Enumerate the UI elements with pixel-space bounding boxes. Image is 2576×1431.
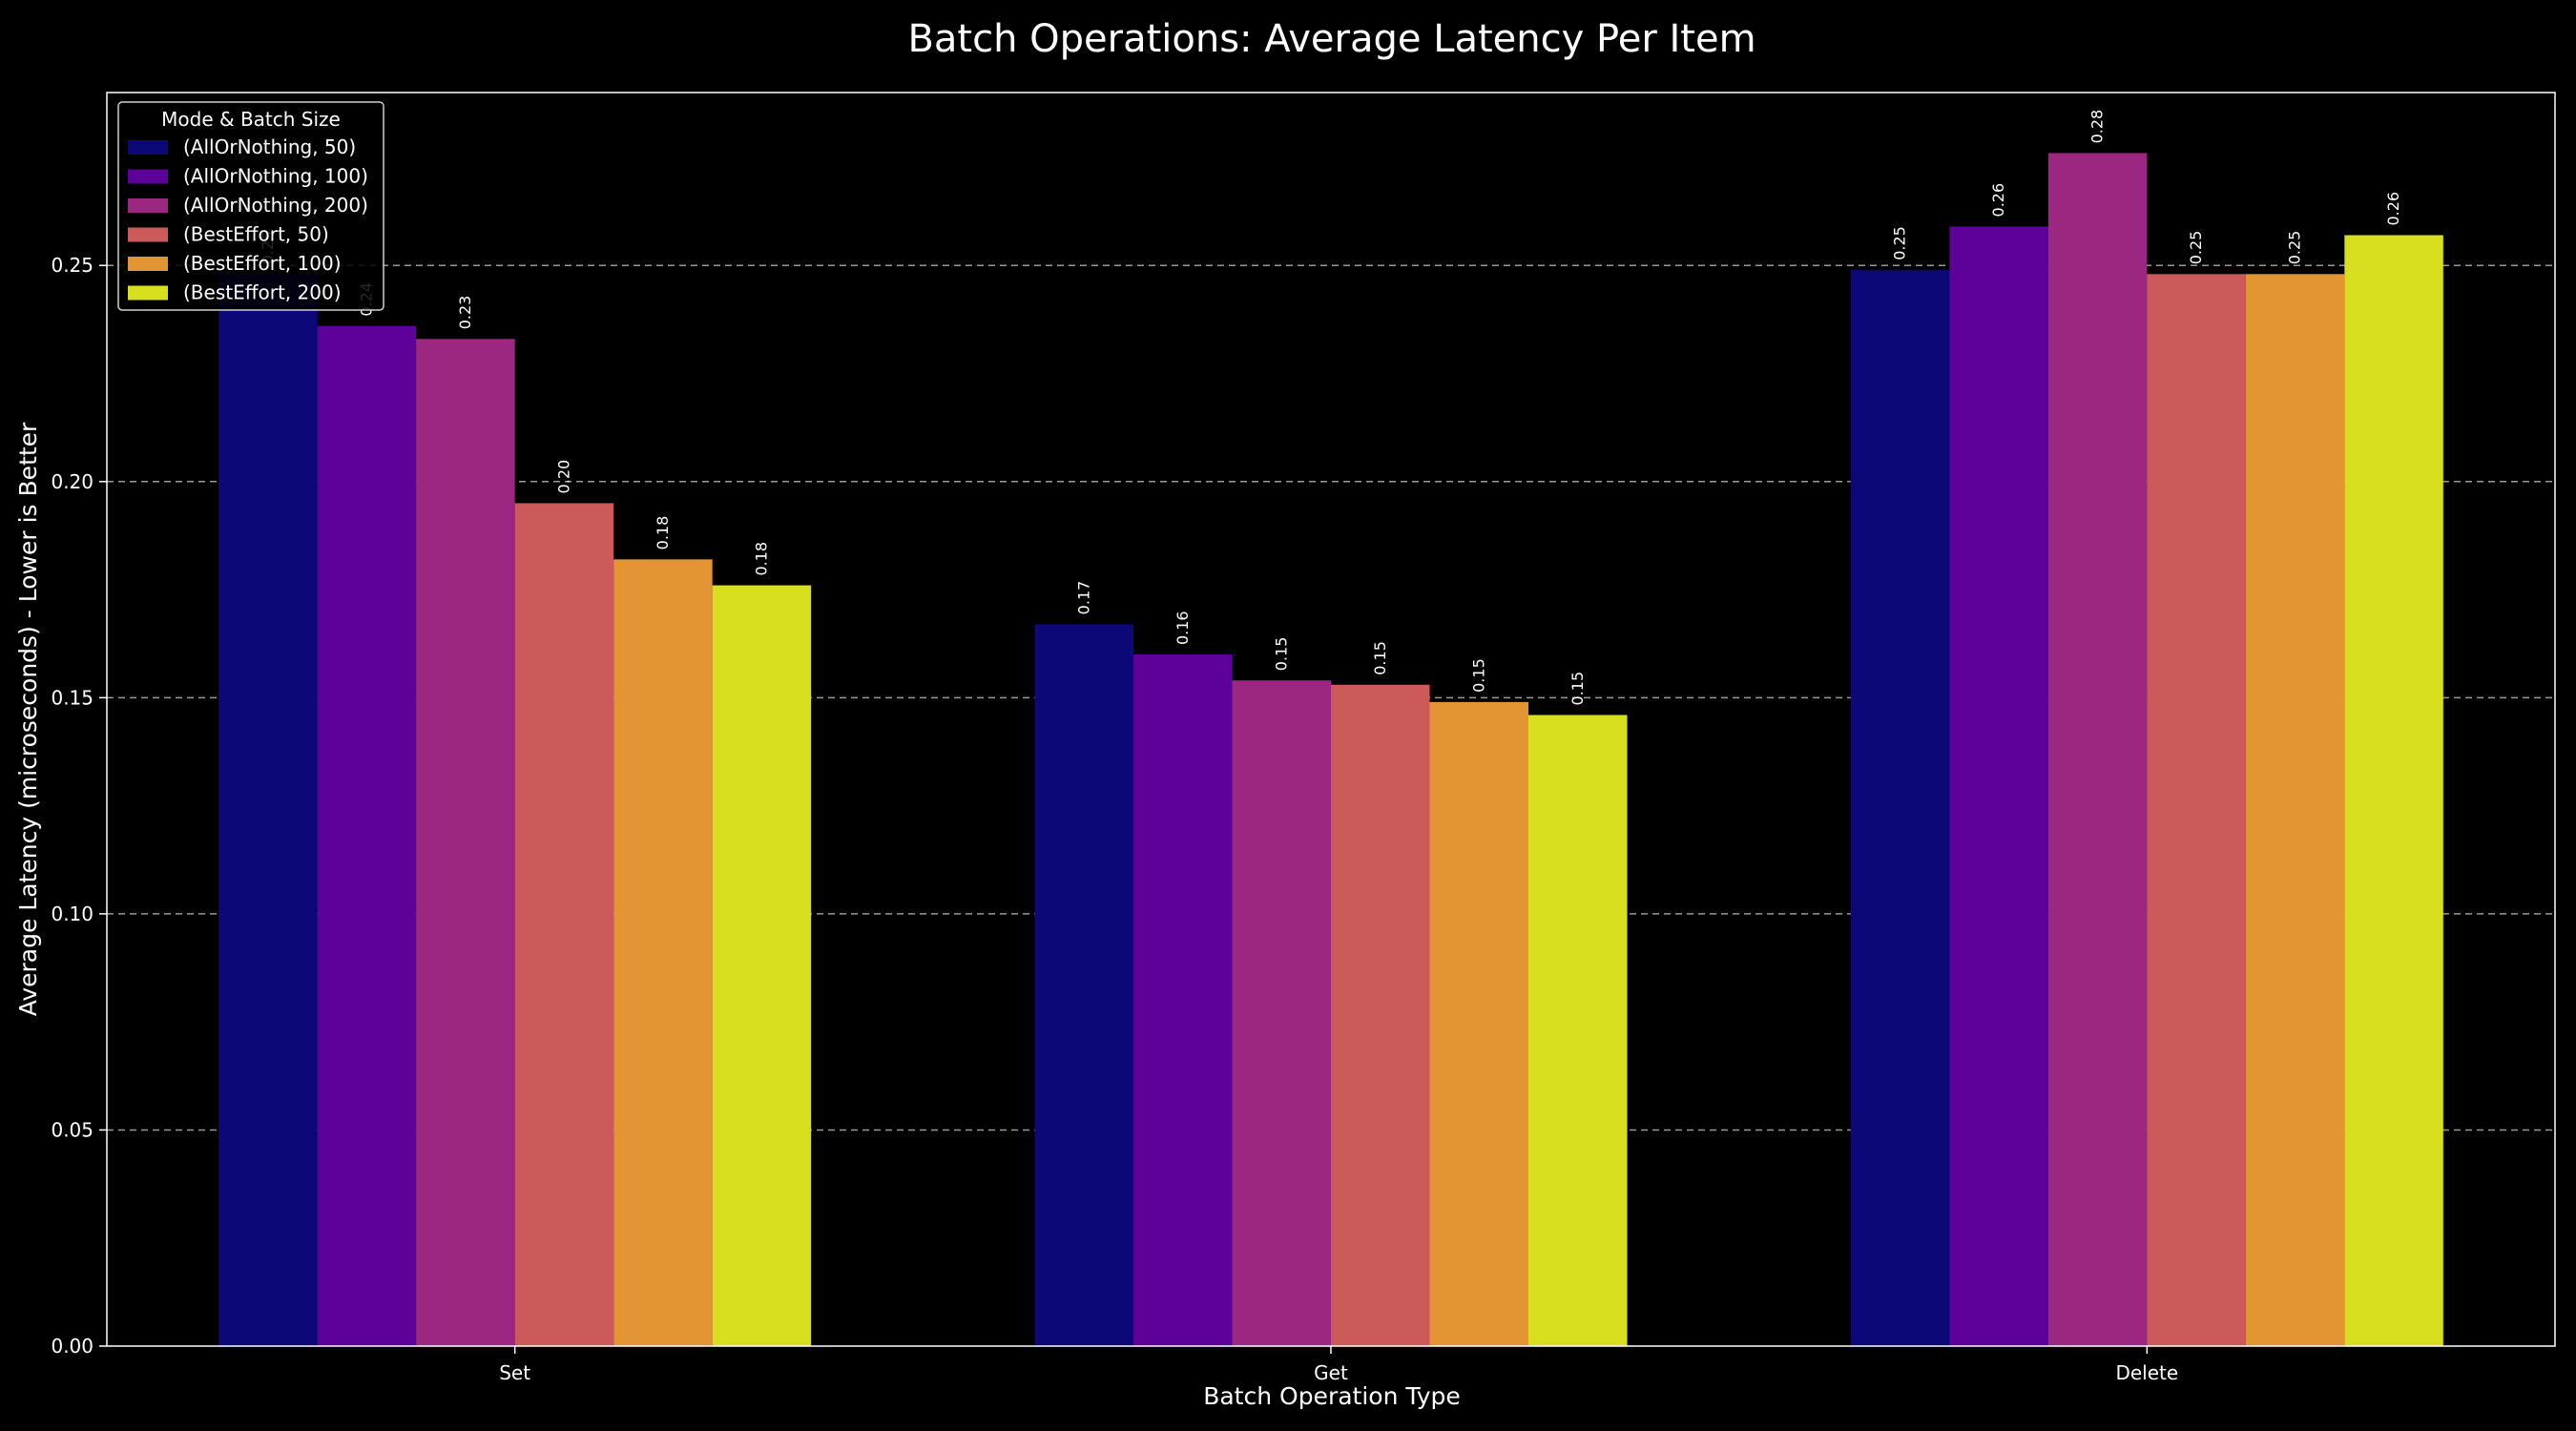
- bar-value-label: 0.15: [1371, 641, 1389, 675]
- bar-value-labels: 0.250.240.230.200.180.180.170.160.150.15…: [259, 110, 2402, 706]
- y-tick-label: 0.00: [51, 1335, 93, 1358]
- bar: [1133, 654, 1233, 1346]
- bar-value-label: 0.25: [2187, 231, 2205, 265]
- bar-value-label: 0.18: [752, 542, 770, 576]
- bar-value-label: 0.20: [554, 460, 572, 494]
- bar-value-label: 0.28: [2088, 110, 2107, 144]
- bar: [712, 585, 812, 1346]
- y-tick-label: 0.15: [51, 686, 93, 709]
- legend-items: (AllOrNothing, 50) (AllOrNothing, 100) (Al…: [128, 135, 368, 304]
- bar-value-label: 0.17: [1074, 581, 1092, 615]
- legend-swatch: [128, 257, 168, 271]
- y-tick-label: 0.20: [51, 470, 93, 493]
- bar: [2245, 274, 2345, 1346]
- y-tick-label: 0.10: [51, 902, 93, 925]
- x-axis-label: Batch Operation Type: [1203, 1382, 1461, 1410]
- bar-value-label: 0.23: [456, 296, 474, 330]
- bar: [1034, 624, 1133, 1346]
- legend-title: Mode & Batch Size: [161, 108, 341, 131]
- x-tick-label: Set: [499, 1361, 530, 1384]
- legend-swatch: [128, 140, 168, 155]
- legend-entry-label: (AllOrNothing, 50): [183, 135, 356, 158]
- bar: [317, 325, 417, 1346]
- x-tick-label: Delete: [2115, 1361, 2178, 1384]
- legend-entry-label: (AllOrNothing, 200): [183, 194, 368, 217]
- bar: [2344, 235, 2443, 1346]
- legend-entry-label: (BestEffort, 100): [183, 252, 342, 275]
- bar: [1850, 269, 1950, 1346]
- bar-value-label: 0.26: [2384, 192, 2402, 226]
- y-axis-ticks: 0.00 0.05 0.10 0.15 0.20 0.25: [51, 254, 107, 1358]
- legend-entry-label: (BestEffort, 200): [183, 281, 342, 304]
- legend-entry-label: (BestEffort, 50): [183, 223, 329, 246]
- bar: [1331, 684, 1430, 1346]
- bar: [514, 503, 614, 1346]
- bar-value-label: 0.15: [1272, 637, 1290, 672]
- bar-value-label: 0.25: [1891, 226, 1909, 260]
- bar-value-label: 0.18: [654, 516, 672, 550]
- y-tick-label: 0.05: [51, 1118, 93, 1141]
- bar-value-label: 0.15: [1469, 658, 1487, 693]
- chart-title: Batch Operations: Average Latency Per It…: [907, 17, 1755, 61]
- bar: [1949, 226, 2048, 1347]
- bars: [218, 153, 2443, 1347]
- bar: [2147, 274, 2246, 1346]
- bar-value-label: 0.25: [2286, 231, 2304, 265]
- legend-swatch: [128, 198, 168, 213]
- bar: [218, 274, 318, 1346]
- x-tick-label: Get: [1314, 1361, 1348, 1384]
- legend: Mode & Batch Size (AllOrNothing, 50)(All…: [117, 101, 384, 311]
- legend-box: [117, 101, 384, 311]
- legend-swatch: [128, 169, 168, 184]
- bar: [2047, 153, 2148, 1347]
- y-axis-label: Average Latency (microseconds) - Lower i…: [14, 422, 42, 1016]
- bar-value-label: 0.16: [1174, 611, 1192, 645]
- bar: [416, 339, 515, 1347]
- bar: [1232, 680, 1331, 1346]
- legend-swatch: [128, 227, 168, 242]
- bar: [1528, 715, 1628, 1346]
- bar: [1429, 701, 1528, 1346]
- y-tick-label: 0.25: [51, 254, 93, 277]
- bar: [613, 559, 713, 1346]
- legend-entry-label: (AllOrNothing, 100): [183, 165, 368, 188]
- bar-value-label: 0.26: [1989, 183, 2007, 218]
- legend-swatch: [128, 285, 168, 301]
- x-axis-ticks: Set Get Delete: [499, 1346, 2178, 1384]
- bar-value-label: 0.15: [1568, 672, 1587, 706]
